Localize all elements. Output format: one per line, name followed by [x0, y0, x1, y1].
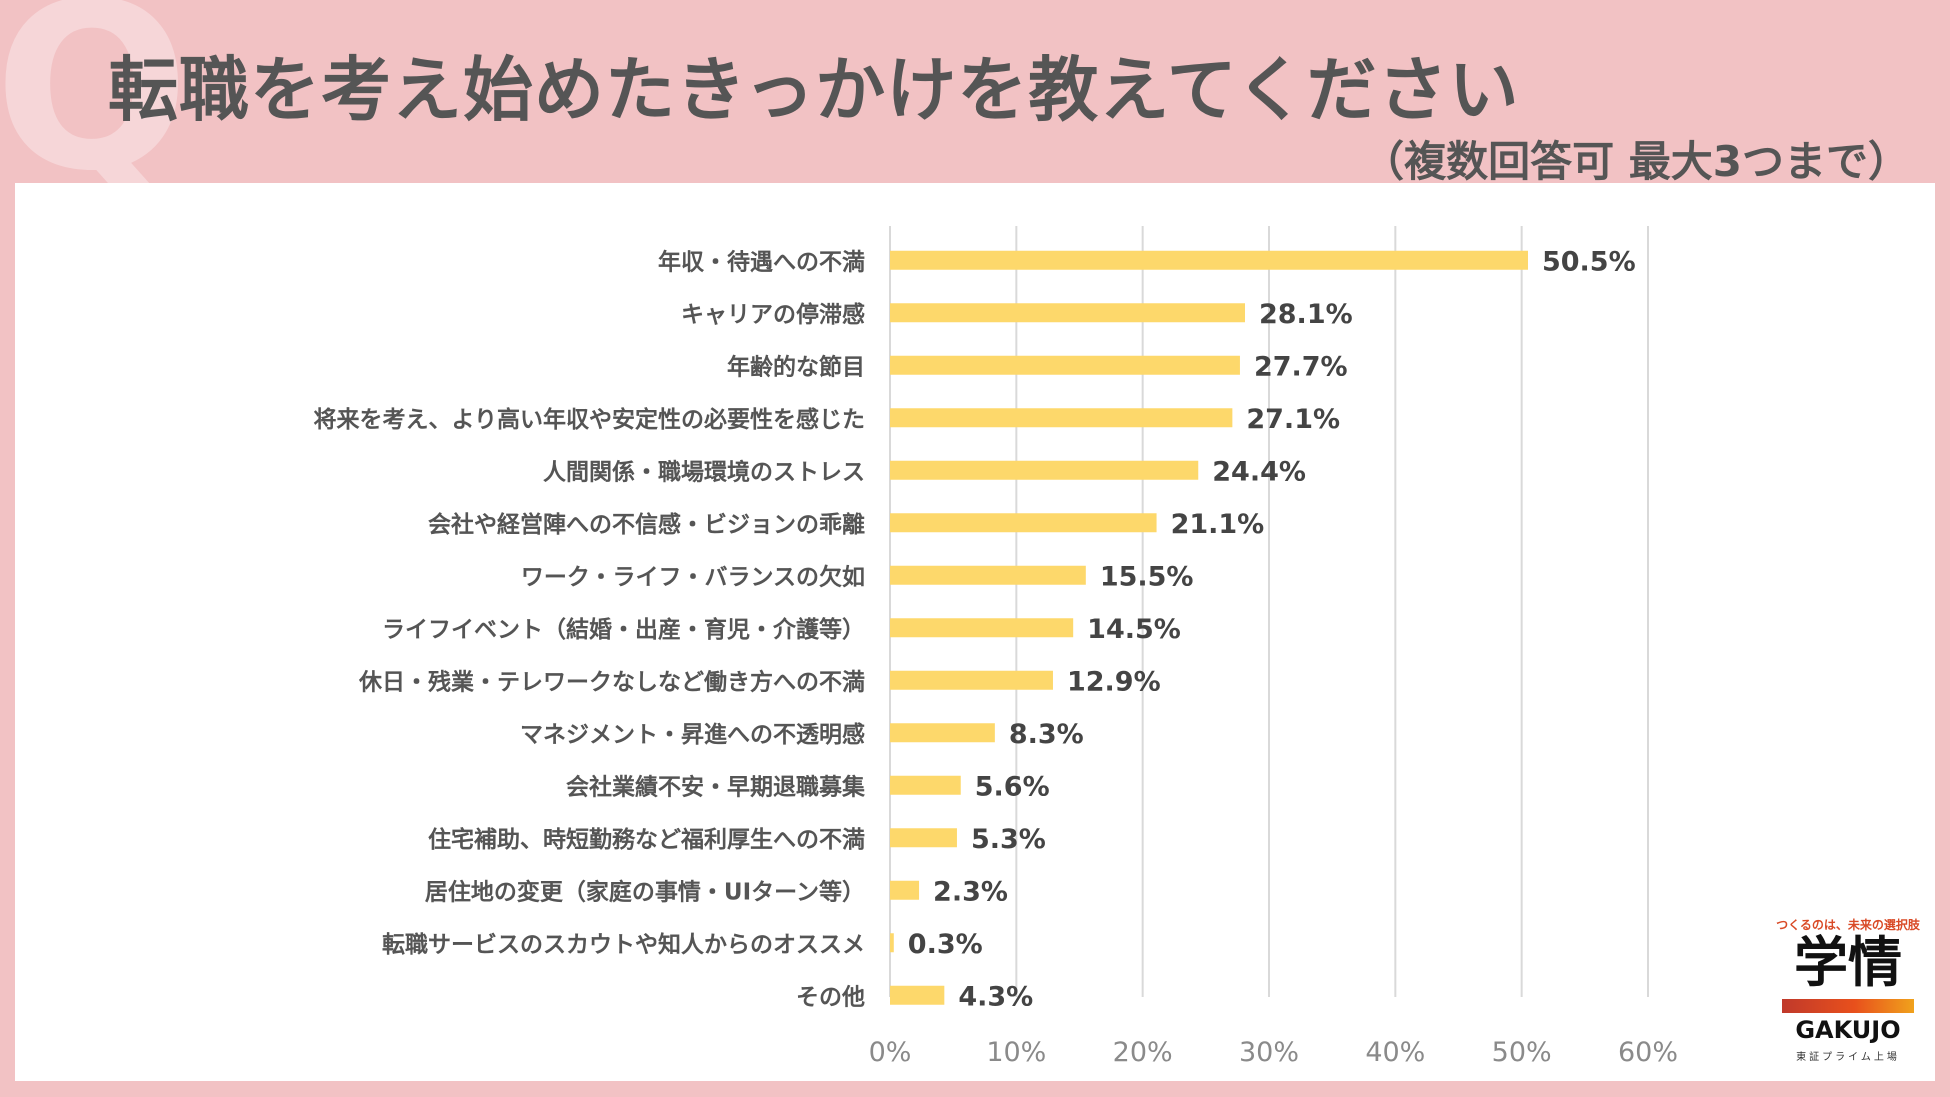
bar-13: [890, 933, 894, 953]
value-label-6: 15.5%: [1100, 561, 1194, 592]
category-label-8: 休日・残業・テレワークなしなど働き方への不満: [358, 668, 865, 695]
x-tick-label-50: 50%: [1492, 1037, 1552, 1068]
gakujo-logo: つくるのは、未来の選択肢 学情 GAKUJO 東証プライム上場: [1768, 912, 1928, 1072]
category-label-1: キャリアの停滞感: [681, 301, 865, 328]
category-label-3: 将来を考え、より高い年収や安定性の必要性を感じた: [313, 406, 865, 433]
category-label-10: 会社業績不安・早期退職募集: [566, 773, 866, 800]
logo-name-jp: 学情: [1794, 931, 1902, 994]
logo-color-bar: [1782, 999, 1914, 1013]
bar-10: [890, 775, 961, 795]
logo-subtitle: 東証プライム上場: [1796, 1052, 1900, 1063]
x-tick-label-10: 10%: [986, 1037, 1046, 1068]
category-label-13: 転職サービスのスカウトや知人からのオススメ: [382, 931, 865, 958]
q-mark-watermark: Q: [0, 0, 190, 222]
value-label-0: 50.5%: [1542, 246, 1636, 277]
value-label-4: 24.4%: [1212, 456, 1306, 487]
value-label-7: 14.5%: [1087, 614, 1181, 645]
logo-tagline: つくるのは、未来の選択肢: [1776, 918, 1920, 932]
bar-9: [890, 723, 995, 743]
bar-0: [890, 250, 1528, 270]
category-label-0: 年収・待遇への不満: [658, 248, 865, 275]
category-label-11: 住宅補助、時短勤務など福利厚生への不満: [428, 826, 865, 853]
category-label-6: ワーク・ライフ・バランスの欠如: [521, 563, 865, 590]
bar-2: [890, 355, 1240, 375]
page-title: 転職を考え始めたきっかけを教えてください: [108, 49, 1520, 131]
x-tick-label-20: 20%: [1113, 1037, 1173, 1068]
value-label-14: 4.3%: [958, 981, 1033, 1012]
x-tick-label-0: 0%: [869, 1037, 912, 1068]
category-label-9: マネジメント・昇進への不透明感: [520, 721, 865, 748]
bar-6: [890, 565, 1086, 585]
category-label-12: 居住地の変更（家庭の事情・UIターン等）: [425, 878, 865, 905]
value-label-12: 2.3%: [933, 876, 1008, 907]
x-tick-label-40: 40%: [1365, 1037, 1425, 1068]
bar-1: [890, 303, 1245, 323]
x-tick-label-60: 60%: [1618, 1037, 1678, 1068]
chart-panel: 0% 10% 20% 30% 40% 50% 60% 年収・待遇への不満 50.5% キャリアの停…: [15, 183, 1935, 1081]
value-label-13: 0.3%: [908, 929, 983, 960]
bar-7: [890, 618, 1074, 638]
bar-14: [890, 985, 945, 1005]
bar-chart: 0% 10% 20% 30% 40% 50% 60% 年収・待遇への不満 50.5% キャリアの停…: [313, 226, 1678, 1068]
bar-11: [890, 828, 957, 848]
value-label-1: 28.1%: [1259, 299, 1353, 330]
value-label-2: 27.7%: [1254, 351, 1348, 382]
category-label-7: ライフイベント（結婚・出産・育児・介護等）: [382, 616, 865, 643]
page-subtitle: （複数回答可 最大3つまで）: [1362, 137, 1910, 186]
bar-4: [890, 460, 1199, 480]
value-label-9: 8.3%: [1009, 719, 1084, 750]
value-label-10: 5.6%: [975, 771, 1050, 802]
value-label-5: 21.1%: [1171, 509, 1265, 540]
x-tick-label-30: 30%: [1239, 1037, 1299, 1068]
value-label-3: 27.1%: [1246, 404, 1340, 435]
logo-name-en: GAKUJO: [1795, 1016, 1901, 1044]
bar-5: [890, 513, 1157, 533]
bar-12: [890, 880, 920, 900]
value-label-11: 5.3%: [971, 824, 1046, 855]
value-label-8: 12.9%: [1067, 666, 1161, 697]
category-label-4: 人間関係・職場環境のストレス: [543, 458, 865, 485]
category-label-2: 年齢的な節目: [727, 353, 865, 380]
bar-8: [890, 670, 1053, 690]
category-label-5: 会社や経営陣への不信感・ビジョンの乖離: [428, 511, 865, 538]
category-label-14: その他: [796, 984, 865, 1010]
bar-3: [890, 408, 1233, 428]
